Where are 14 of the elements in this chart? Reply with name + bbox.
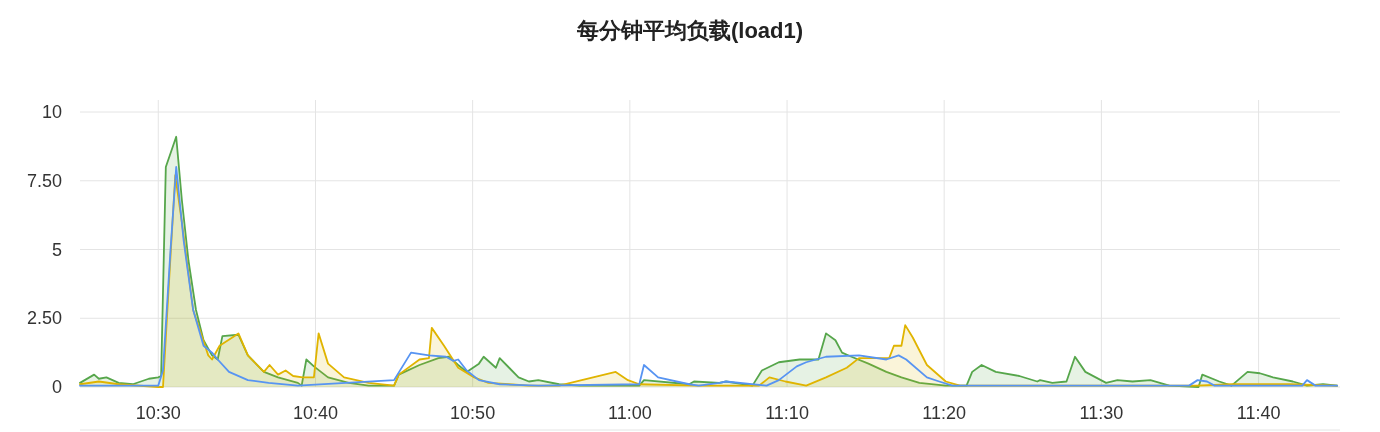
x-tick-label: 11:40 bbox=[1236, 403, 1281, 423]
x-tick-label: 11:30 bbox=[1079, 403, 1124, 423]
x-tick-label: 11:20 bbox=[922, 403, 967, 423]
chart-title: 每分钟平均负载(load1) bbox=[575, 18, 804, 43]
x-tick-label: 10:30 bbox=[135, 403, 181, 423]
x-tick-label: 10:40 bbox=[292, 403, 339, 423]
y-tick-label: 10 bbox=[41, 102, 62, 122]
x-tick-label: 10:50 bbox=[450, 403, 496, 423]
y-tick-label: 5 bbox=[51, 239, 62, 260]
y-tick-label: 7.50 bbox=[26, 170, 62, 191]
y-tick-label: 0 bbox=[51, 377, 62, 397]
x-tick-label: 11:00 bbox=[607, 403, 652, 423]
x-tick-label: 11:10 bbox=[765, 403, 809, 423]
y-tick-label: 2.50 bbox=[26, 308, 62, 329]
